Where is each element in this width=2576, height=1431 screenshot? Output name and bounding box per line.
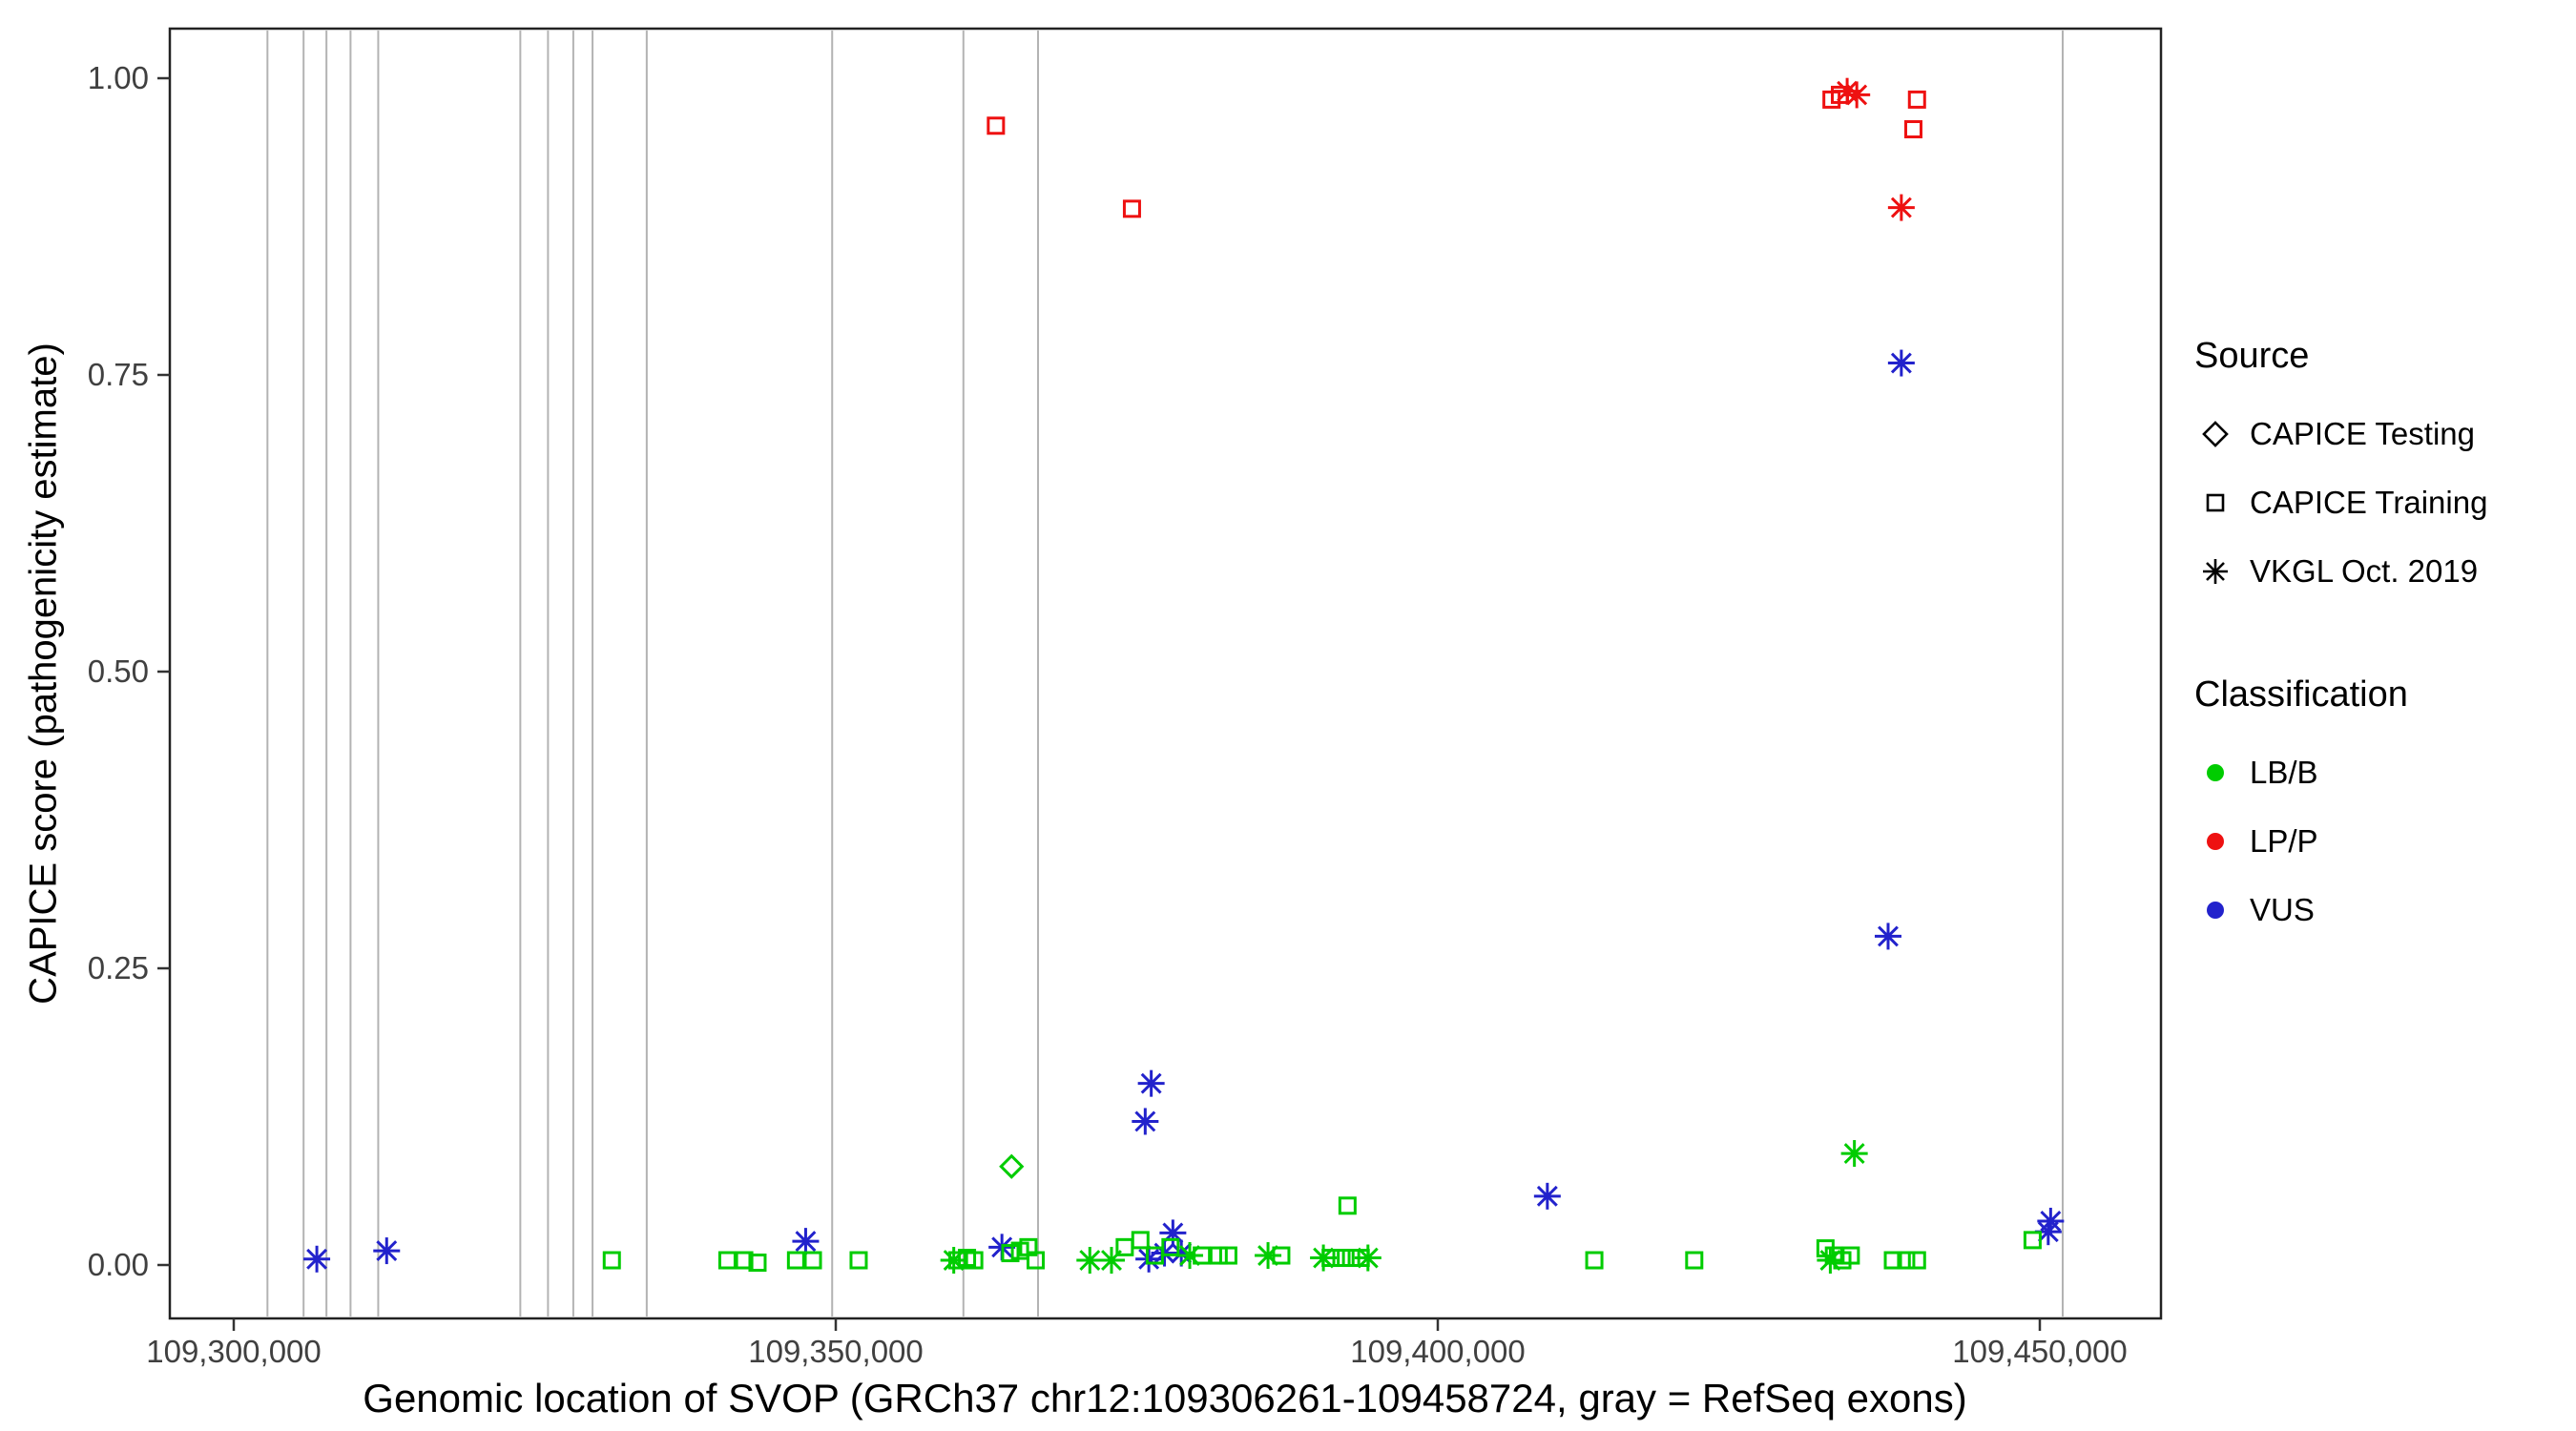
legend-item-label: CAPICE Training [2250,485,2488,520]
legend-item-capice-training: CAPICE Training [2194,468,2566,537]
green-dot-icon [2207,764,2224,781]
red-dot-icon [2207,833,2224,850]
data-point [803,1251,822,1270]
data-point [1313,1247,1335,1269]
y-tick-label: 0.00 [87,1247,149,1282]
legend: Source CAPICE Testing CAPICE Training [2194,336,2566,944]
legend-item-vus: VUS [2194,876,2566,944]
square-icon [2206,493,2225,512]
data-point [1685,1251,1704,1270]
data-point [1161,1237,1180,1256]
data-point [1209,1246,1228,1265]
data-point [735,1251,754,1270]
y-tick-label: 0.75 [87,357,149,392]
data-point [1843,1143,1865,1165]
legend-item-label: LP/P [2250,823,2318,859]
data-point [1079,1250,1101,1271]
diamond-icon [2202,421,2229,447]
data-point [1026,1251,1045,1270]
data-point [1257,1245,1279,1267]
data-point [795,1231,817,1253]
data-point [2023,1231,2042,1250]
x-tick-label: 109,300,000 [146,1334,322,1369]
y-tick-label: 0.50 [87,653,149,689]
data-point [2040,1211,2062,1232]
blue-dot-icon [2207,902,2224,919]
legend-item-label: CAPICE Testing [2250,416,2475,451]
data-point [1907,90,1926,109]
legend-item-label: LB/B [2250,755,2318,790]
legend-classification-title: Classification [2194,674,2408,715]
data-point [1890,352,1912,374]
asterisk-icon [2203,559,2228,584]
data-point [1890,197,1912,218]
data-point [849,1251,868,1270]
legend-item-label: VKGL Oct. 2019 [2250,553,2479,589]
x-axis-title: Genomic location of SVOP (GRCh37 chr12:1… [363,1376,1967,1421]
data-point [1883,1251,1902,1270]
data-point [1907,1251,1926,1270]
data-point [987,116,1006,135]
legend-item-label: VUS [2250,892,2315,927]
legend-item-vkgl: VKGL Oct. 2019 [2194,537,2566,606]
data-point [1171,1242,1193,1264]
y-tick-label: 1.00 [87,60,149,95]
legend-item-lbb: LB/B [2194,738,2566,807]
data-point [1179,1245,1200,1267]
data-point [1903,119,1922,138]
data-point [1001,1244,1020,1263]
data-point [1140,1072,1162,1094]
data-point [1846,84,1868,106]
data-point [717,1251,737,1270]
data-point [1585,1251,1604,1270]
legend-item-lpp: LP/P [2194,807,2566,876]
data-point [943,1250,965,1271]
data-point [376,1240,398,1262]
data-point [786,1251,805,1270]
data-point [1878,925,1899,947]
x-tick-label: 109,450,000 [1952,1334,2128,1369]
data-point [1122,199,1141,218]
data-point [1837,80,1859,102]
legend-item-capice-testing: CAPICE Testing [2194,400,2566,468]
data-point [1134,1110,1156,1132]
data-point [748,1254,767,1273]
y-axis-title: CAPICE score (pathogenicity estimate) [22,342,65,1005]
y-tick-label: 0.25 [87,950,149,985]
x-tick-label: 109,400,000 [1350,1334,1526,1369]
data-point [1338,1196,1357,1215]
data-point [999,1153,1025,1179]
data-point [1218,1246,1237,1265]
legend-source-title: Source [2194,336,2310,376]
x-tick-label: 109,350,000 [748,1334,924,1369]
data-point [1131,1231,1150,1250]
data-point [1153,1242,1175,1264]
data-point [1819,1250,1841,1271]
data-point [1101,1250,1122,1271]
legend-section-gap [2194,606,2566,674]
data-point [1897,1251,1916,1270]
data-point [306,1248,328,1270]
data-point [1536,1185,1558,1207]
data-point [1357,1247,1379,1269]
data-point [602,1251,621,1270]
data-point [1841,1246,1860,1265]
panel-border [168,27,2163,1320]
